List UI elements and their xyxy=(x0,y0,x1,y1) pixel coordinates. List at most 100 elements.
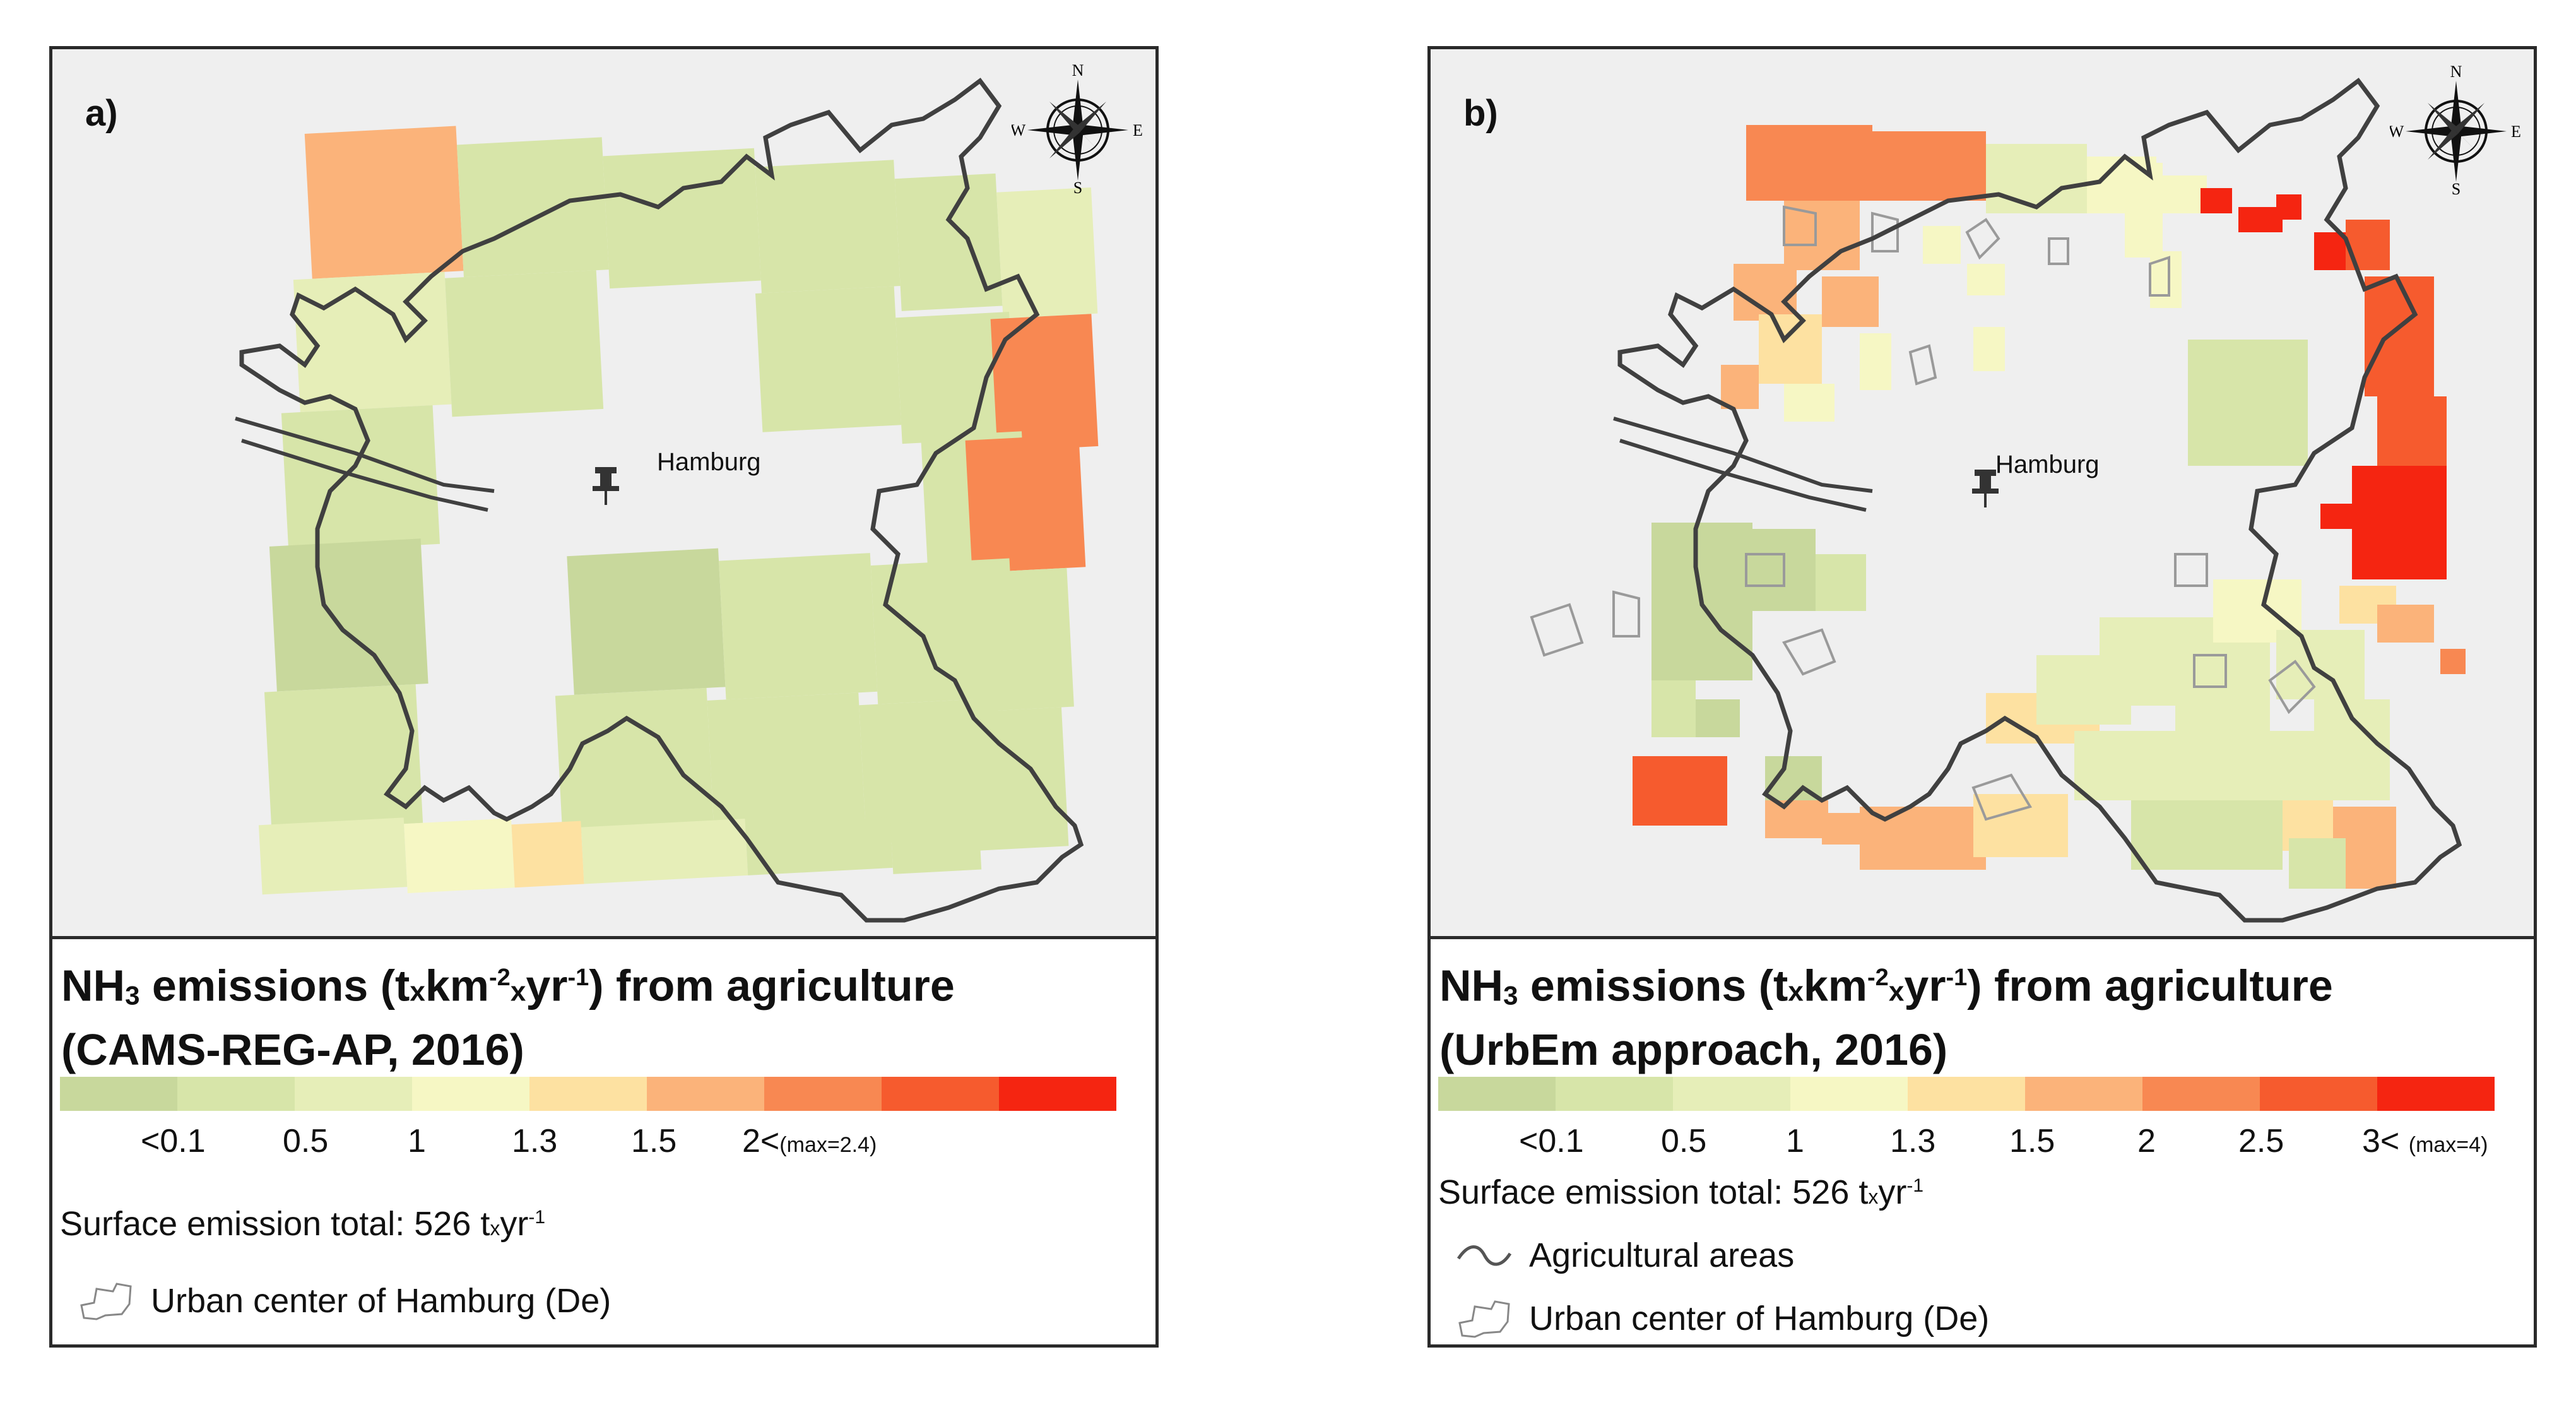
panel-label: a) xyxy=(85,93,118,134)
tick-label: 0.5 xyxy=(1661,1123,1707,1159)
tick-label: 3< (max=4) xyxy=(2362,1123,2488,1159)
legend-item-label: Urban center of Hamburg (De) xyxy=(1529,1300,1990,1337)
colorbar-swatch xyxy=(2142,1077,2260,1111)
emission-cell xyxy=(2201,188,2232,213)
emission-cell xyxy=(2150,251,2182,308)
emission-cell xyxy=(1822,276,1879,327)
emission-cell xyxy=(1759,314,1822,384)
emission-cell xyxy=(2238,207,2283,232)
emission-cell xyxy=(2125,163,2163,258)
colorbar-swatch xyxy=(999,1077,1116,1111)
emission-cell xyxy=(2320,504,2352,529)
emission-cell xyxy=(1872,131,1986,201)
emission-cell xyxy=(2131,800,2213,870)
emission-cell xyxy=(1784,201,1860,270)
legend-title-b: NH3 emissions (txkm-2xyr-1) from agricul… xyxy=(1439,961,2333,1075)
legend-item-label: Agricultural areas xyxy=(1529,1236,1795,1274)
city-label: Hamburg xyxy=(1995,451,2100,478)
emission-cell xyxy=(1633,756,1727,826)
emission-cell xyxy=(965,434,1086,573)
emission-cell xyxy=(1721,365,1759,409)
legend-item-agricultural-areas: Agricultural areas xyxy=(1456,1236,1794,1275)
colorbar-swatch xyxy=(2025,1077,2142,1111)
emission-grid-a xyxy=(258,126,1099,895)
tick-label: 1.5 xyxy=(2009,1123,2055,1159)
tick-label: 2.5 xyxy=(2238,1123,2284,1159)
emission-cell xyxy=(581,819,748,884)
tick-label: 1 xyxy=(1786,1123,1804,1159)
pushpin-icon xyxy=(1972,470,1999,507)
map-a: a) Hamburg N S W E xyxy=(52,49,1155,939)
colorbar-swatch xyxy=(295,1077,412,1111)
emission-cell xyxy=(304,126,464,279)
colorbar-swatch xyxy=(2260,1077,2377,1111)
compass-east: E xyxy=(1133,121,1143,139)
max-note: (max=4) xyxy=(2408,1133,2488,1157)
urban-outline-icon xyxy=(1458,1300,1510,1338)
emission-cell xyxy=(2377,605,2434,643)
emission-cell xyxy=(707,692,866,839)
legend-item-label: Urban center of Hamburg (De) xyxy=(151,1282,612,1320)
colorbar-swatch xyxy=(2377,1077,2495,1111)
legend-item-urban-center: Urban center of Hamburg (De) xyxy=(1456,1298,1989,1339)
emission-cell xyxy=(404,818,515,894)
max-note: (max=2.4) xyxy=(779,1133,877,1157)
emission-cell xyxy=(1822,813,1860,845)
hamburg-boundary-a xyxy=(239,78,1084,923)
river-elbe-a xyxy=(235,417,495,512)
emission-cell xyxy=(990,314,1099,452)
colorbar-swatch xyxy=(1790,1077,1908,1111)
emission-cell xyxy=(1986,144,2087,213)
tick-label: 2<(max=2.4) xyxy=(742,1123,877,1159)
legend-title-a: NH3 emissions (txkm-2xyr-1) from agricul… xyxy=(61,961,955,1075)
tick-label: <0.1 xyxy=(1519,1123,1584,1159)
compass-east: E xyxy=(2511,122,2521,141)
tick-label: 2 xyxy=(2137,1123,2156,1159)
emission-cell xyxy=(2207,800,2283,870)
emission-cell xyxy=(745,817,893,875)
emission-cell xyxy=(445,270,604,417)
panel-label: b) xyxy=(1463,93,1498,134)
emission-cell xyxy=(1696,699,1740,737)
emission-cell xyxy=(894,173,1003,311)
emission-cell xyxy=(719,553,878,700)
emission-cell xyxy=(1784,384,1835,422)
emission-cell xyxy=(1816,554,1866,611)
emission-cell xyxy=(2365,276,2434,396)
emission-cell xyxy=(2276,194,2301,220)
emission-cell xyxy=(511,821,584,888)
emission-cell xyxy=(1973,327,2005,371)
emission-cell xyxy=(269,538,428,692)
emission-cell xyxy=(258,817,408,895)
colorbar-a xyxy=(60,1077,1116,1111)
emission-cell xyxy=(1860,333,1891,390)
emission-cell xyxy=(1923,226,1961,264)
panel-b: b) Hamburg N S W E NH3 emis xyxy=(1427,46,2537,1348)
emission-cell xyxy=(264,684,423,831)
emission-cell xyxy=(603,148,761,289)
emission-cell xyxy=(555,687,714,835)
compass-rose-icon: N S W E xyxy=(2389,62,2522,198)
emission-cell xyxy=(960,707,1069,851)
compass-north: N xyxy=(2450,63,2462,81)
emission-cell xyxy=(1765,800,1828,838)
emission-cell xyxy=(890,819,982,874)
emission-cell xyxy=(1746,125,1872,201)
emission-cell xyxy=(996,187,1098,319)
river-elbe-b xyxy=(1613,417,1873,512)
emission-cell xyxy=(2188,340,2308,466)
emission-cell xyxy=(2074,731,2175,800)
emission-cell xyxy=(2440,649,2466,674)
emission-cell xyxy=(2289,838,2346,889)
urban-outline-icon xyxy=(80,1283,132,1320)
wave-line-icon xyxy=(1456,1245,1512,1266)
colorbar-swatch xyxy=(647,1077,764,1111)
emission-cell xyxy=(456,137,609,278)
hamburg-boundary-b xyxy=(1617,78,2462,923)
colorbar-b xyxy=(1438,1077,2495,1111)
emission-grid-b xyxy=(1633,125,2466,889)
tick-label: 1.3 xyxy=(1890,1123,1936,1159)
colorbar-swatch xyxy=(882,1077,999,1111)
emission-cell xyxy=(2352,466,2447,579)
colorbar-swatch xyxy=(60,1077,177,1111)
